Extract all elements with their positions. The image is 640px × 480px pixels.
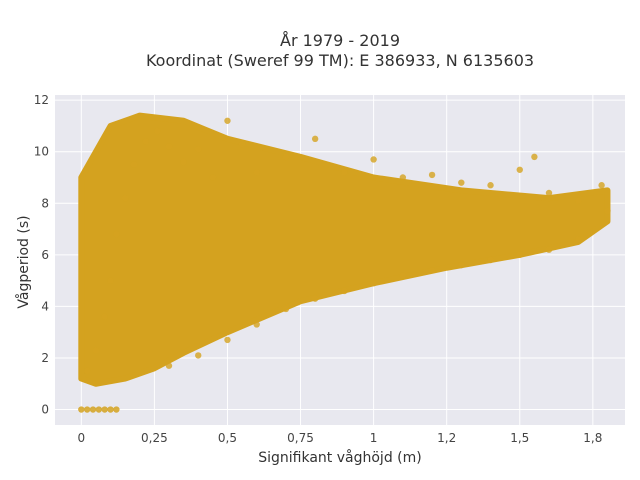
x-tick-label: 1,8 [583, 431, 602, 445]
chart-title-line2: Koordinat (Sweref 99 TM): E 386933, N 61… [146, 51, 534, 70]
data-point [487, 256, 494, 264]
data-point [101, 313, 108, 320]
data-point [428, 171, 436, 179]
data-point [130, 161, 138, 168]
x-tick-label: 1 [370, 431, 378, 445]
data-point [107, 277, 114, 284]
data-point [399, 272, 407, 279]
data-point [428, 267, 436, 274]
data-point [282, 153, 290, 161]
data-point [195, 145, 202, 153]
data-point [575, 197, 582, 204]
data-point [113, 231, 120, 238]
data-point [598, 182, 605, 189]
x-tick-label: 0 [77, 431, 85, 445]
x-axis-label: Signifikant våghöjd (m) [258, 449, 421, 466]
data-point [575, 236, 582, 243]
data-point [89, 406, 97, 413]
data-point [142, 138, 149, 145]
data-point [531, 153, 538, 161]
data-point [238, 140, 246, 148]
x-tick-label: 0,25 [141, 431, 168, 445]
x-tick-labels: 0 0,25 0,5 0,75 1 1,2 1,5 1,8 [77, 431, 602, 445]
x-tick-label: 1,5 [510, 431, 529, 445]
data-point [253, 169, 260, 176]
y-tick-label: 10 [34, 145, 49, 159]
data-point [253, 321, 260, 328]
data-point [195, 352, 202, 359]
data-point [282, 305, 290, 313]
data-point [180, 158, 187, 166]
y-tick-label: 8 [41, 196, 49, 210]
data-point [113, 406, 120, 413]
data-point [224, 117, 231, 124]
y-tick-label: 2 [41, 351, 49, 365]
data-point [487, 182, 494, 189]
data-point [165, 362, 173, 369]
data-point [545, 246, 553, 253]
data-point [101, 406, 108, 413]
point-cloud [78, 112, 611, 387]
data-point [165, 143, 173, 150]
data-point [224, 336, 231, 344]
y-tick-label: 0 [41, 403, 49, 417]
data-point [95, 406, 103, 413]
data-point [341, 287, 348, 295]
data-point [399, 174, 407, 181]
data-point [209, 174, 217, 181]
data-point [154, 127, 161, 135]
data-point [341, 169, 348, 176]
data-point [78, 406, 85, 413]
data-point [311, 135, 319, 143]
data-point [121, 194, 129, 202]
data-point [92, 347, 100, 354]
x-tick-label: 0,5 [218, 431, 237, 445]
chart-title-line1: År 1979 - 2019 [280, 31, 400, 50]
data-points [78, 112, 611, 413]
y-tick-label: 12 [34, 93, 49, 107]
y-axis-label: Vågperiod (s) [15, 215, 32, 308]
x-tick-label: 0,75 [287, 431, 314, 445]
data-point [604, 207, 611, 215]
data-point [370, 280, 377, 287]
data-point [107, 406, 114, 413]
data-point [516, 166, 523, 173]
y-tick-labels: 0 2 4 6 8 10 12 [34, 93, 49, 416]
data-point [545, 189, 553, 197]
x-tick-label: 1,2 [437, 431, 456, 445]
y-tick-label: 4 [41, 299, 49, 313]
data-point [83, 367, 91, 375]
data-point [370, 156, 377, 163]
data-point [311, 295, 319, 302]
data-point [516, 251, 523, 259]
data-point [458, 179, 465, 186]
data-point [83, 406, 91, 413]
y-tick-label: 6 [41, 248, 49, 262]
data-point [458, 261, 465, 269]
